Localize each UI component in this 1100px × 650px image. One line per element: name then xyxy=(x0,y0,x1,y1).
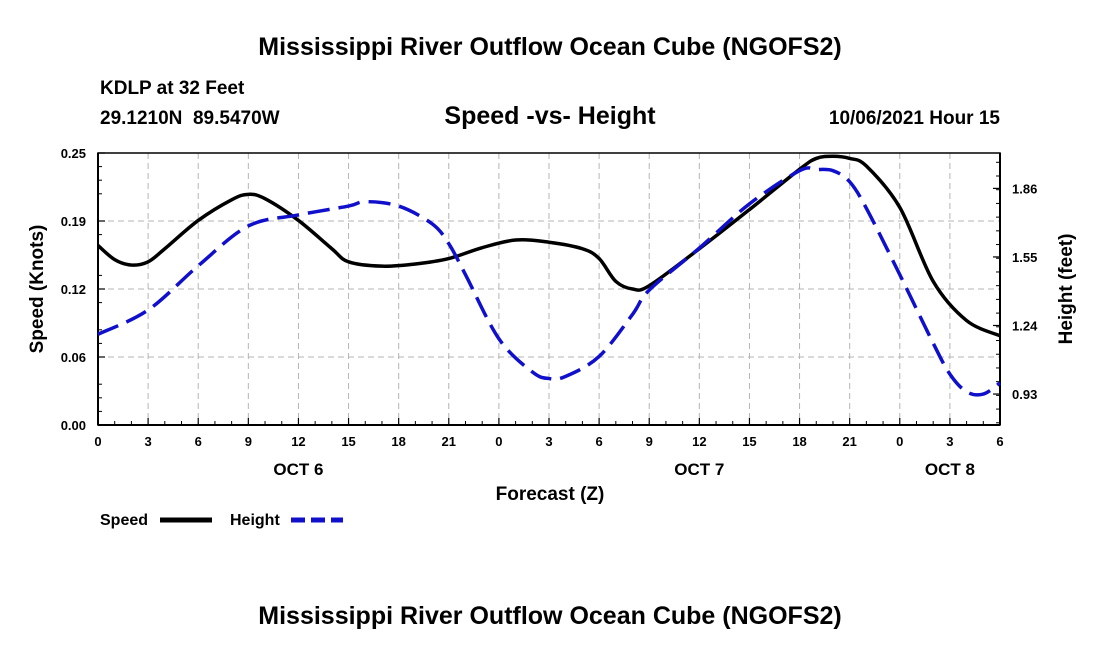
series-lines xyxy=(96,154,1002,397)
x-tick-label: 15 xyxy=(341,434,355,449)
x-axis-label: Forecast (Z) xyxy=(496,484,605,505)
footer-title: Mississippi River Outflow Ocean Cube (NG… xyxy=(258,602,841,630)
x-tick-label: 0 xyxy=(896,434,903,449)
x-tick-label: 9 xyxy=(646,434,653,449)
y-axis-left-label: Speed (Knots) xyxy=(27,225,48,354)
y-right-tick-label: 0.93 xyxy=(1012,387,1037,402)
x-tick-label: 3 xyxy=(545,434,552,449)
y-right-tick-label: 1.24 xyxy=(1012,318,1038,333)
legend-height-label: Height xyxy=(230,512,280,529)
x-tick-label: 18 xyxy=(391,434,405,449)
x-tick-label: 21 xyxy=(842,434,856,449)
day-label: OCT 8 xyxy=(925,460,975,479)
x-tick-label: 12 xyxy=(291,434,305,449)
x-tick-label: 0 xyxy=(495,434,502,449)
y-left-tick-label: 0.00 xyxy=(61,418,86,433)
timestamp-label: 10/06/2021 Hour 15 xyxy=(829,108,1001,129)
x-tick-label: 21 xyxy=(442,434,456,449)
x-tick-label: 3 xyxy=(946,434,953,449)
y-right-tick-label: 1.55 xyxy=(1012,250,1037,265)
series-line-height xyxy=(97,166,1002,397)
tick-labels: 0 3 6 9 12 15 18 21 0 3 6 9 12 15 18 21 0 3 6 0.00 0.06 0.12 0… xyxy=(61,146,1038,479)
day-label: OCT 7 xyxy=(674,460,724,479)
y-left-tick-label: 0.12 xyxy=(61,282,86,297)
chart-subtitle: Speed -vs- Height xyxy=(444,102,656,130)
x-tick-label: 6 xyxy=(595,434,602,449)
station-label: KDLP at 32 Feet xyxy=(100,78,245,99)
x-tick-label: 9 xyxy=(245,434,252,449)
y-axis-right-label: Height (feet) xyxy=(1056,234,1077,345)
y-right-tick-label: 1.86 xyxy=(1012,181,1037,196)
legend: Speed Height xyxy=(100,512,343,529)
x-tick-label: 6 xyxy=(195,434,202,449)
series-line-speed xyxy=(96,154,1001,338)
x-tick-label: 18 xyxy=(792,434,806,449)
grid xyxy=(98,153,1000,425)
x-tick-label: 15 xyxy=(742,434,756,449)
y-left-tick-label: 0.19 xyxy=(61,214,86,229)
x-tick-label: 3 xyxy=(144,434,151,449)
x-tick-label: 12 xyxy=(692,434,706,449)
y-left-tick-label: 0.06 xyxy=(61,350,86,365)
day-label: OCT 6 xyxy=(273,460,323,479)
location-label: 29.1210N 89.5470W xyxy=(100,108,280,129)
y-left-tick-label: 0.25 xyxy=(61,146,86,161)
x-tick-label: 6 xyxy=(996,434,1003,449)
legend-speed-label: Speed xyxy=(100,512,148,529)
x-tick-label: 0 xyxy=(94,434,101,449)
chart-title: Mississippi River Outflow Ocean Cube (NG… xyxy=(258,33,841,61)
